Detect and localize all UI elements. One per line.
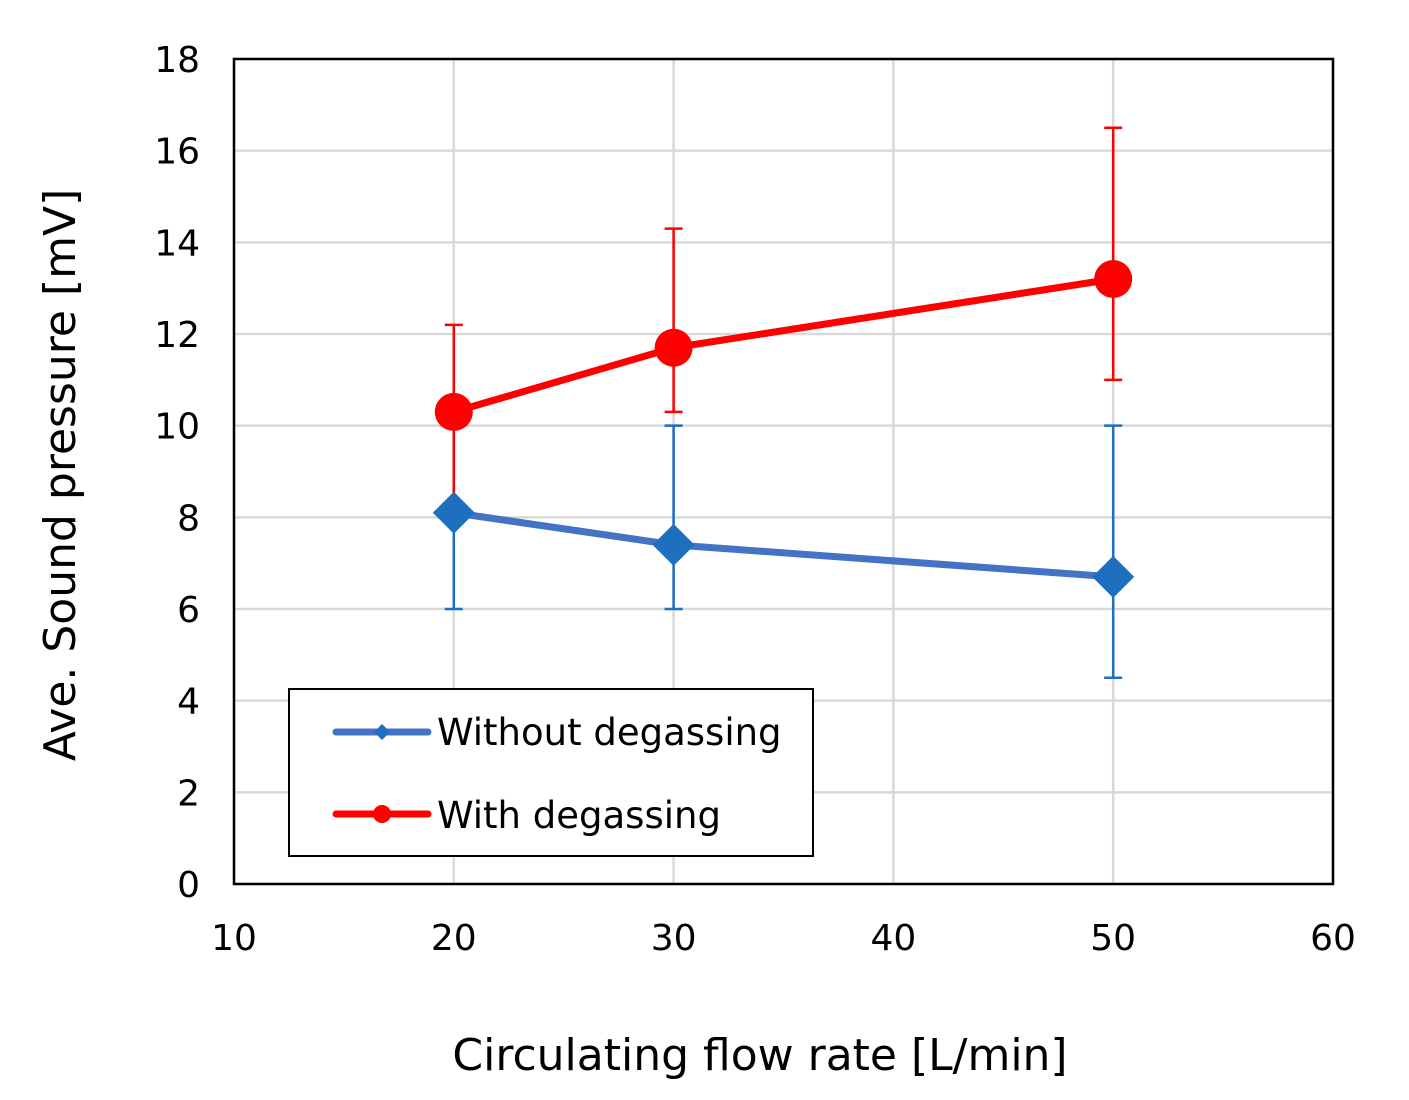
x-tick-label: 60 [1310,918,1356,959]
legend-box [288,688,814,857]
x-tick-label: 10 [211,918,257,959]
x-tick-label: 20 [431,918,477,959]
series-markers [432,260,1135,598]
y-tick-label: 14 [154,223,200,264]
legend: Without degassing With degassing [288,688,814,857]
diamond-marker [432,491,475,534]
series-line [450,509,1117,581]
y-tick-label: 12 [154,315,200,356]
x-tick-label: 30 [651,918,697,959]
circle-marker [434,392,473,431]
y-axis-title: Ave. Sound pressure [mV] [35,189,86,761]
y-tick-label: 18 [154,40,200,81]
series-line [450,275,1117,416]
legend-diamond-marker [374,724,390,740]
x-axis-title: Circulating flow rate [L/min] [452,1030,1067,1081]
y-tick-label: 0 [177,865,200,906]
x-axis-tick-labels: 10 20 30 40 50 60 [211,918,1356,959]
y-tick-label: 8 [177,498,200,539]
diamond-marker [652,523,695,566]
y-tick-label: 4 [177,682,200,723]
error-bars [444,126,1123,679]
circle-marker [654,328,693,367]
legend-label-with-degassing: With degassing [437,794,721,837]
y-tick-label: 6 [177,590,200,631]
x-tick-label: 50 [1090,918,1136,959]
y-axis-tick-labels: 0 2 4 6 8 10 12 14 16 18 [154,40,200,906]
circle-marker [1094,260,1133,298]
legend-circle-marker [373,805,391,823]
y-tick-label: 2 [177,773,200,814]
series-lines [450,275,1117,581]
diamond-marker [1092,555,1135,598]
y-tick-label: 16 [154,132,200,173]
y-tick-label: 10 [154,407,200,448]
plot-area-frame [232,57,1335,886]
x-tick-label: 40 [870,918,916,959]
legend-label-without-degassing: Without degassing [437,711,782,754]
